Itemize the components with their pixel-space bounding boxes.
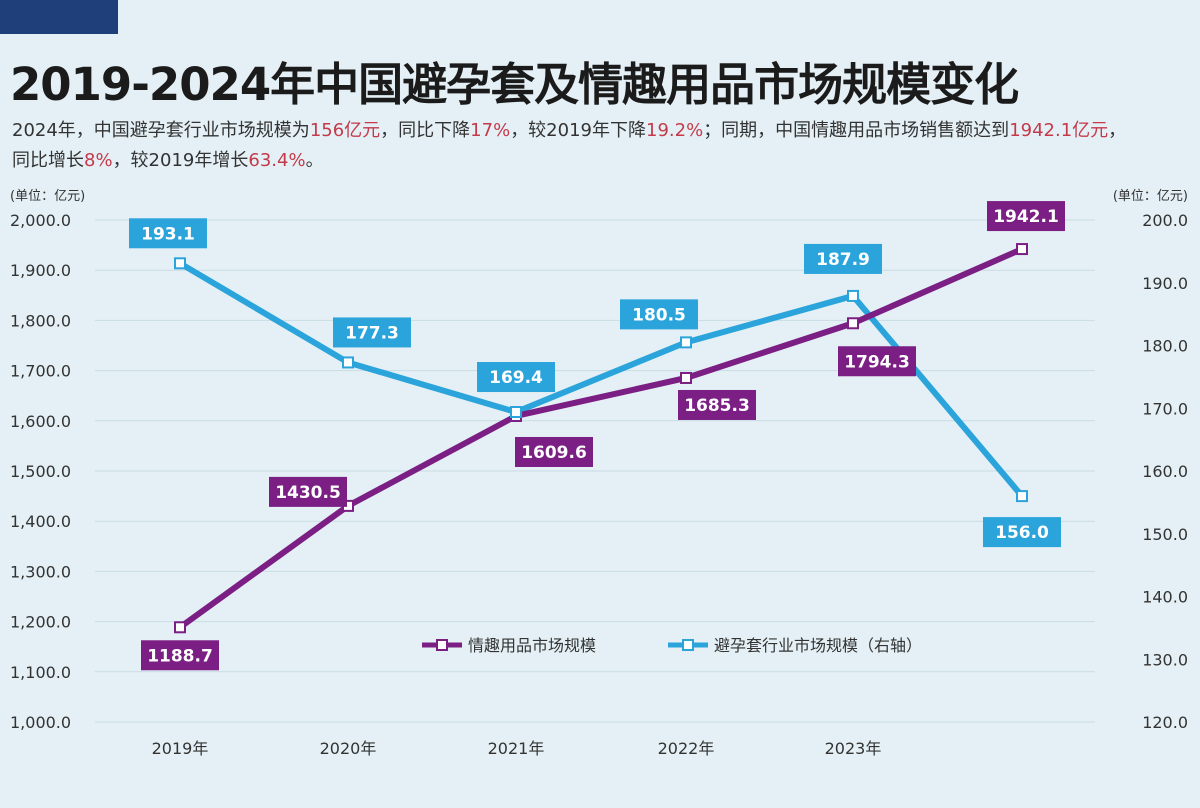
subtitle-highlight: 63.4%	[248, 150, 306, 171]
y-left-tick-label: 1,700.0	[10, 362, 71, 381]
point-adult-products	[174, 621, 186, 634]
series-line-adult-products	[178, 246, 1024, 630]
subtitle-text: 。	[305, 150, 324, 171]
point-condom	[847, 289, 859, 302]
x-tick-label: 2020年	[320, 739, 377, 758]
point-adult-products	[1016, 243, 1028, 256]
subtitle-text: ，同比增长	[12, 120, 1127, 171]
y-left-tick-label: 1,100.0	[10, 663, 71, 682]
subtitle-text: 2024年，中国避孕套行业市场规模为	[12, 120, 310, 141]
data-label-adult-products-box	[678, 389, 756, 420]
subtitle-text: ；同期，中国情趣用品市场销售额达到	[703, 120, 1010, 141]
data-label-adult-products: 1794.3	[844, 352, 910, 372]
subtitle-highlight: 17%	[470, 120, 511, 141]
data-label-condom-box	[129, 218, 207, 249]
chart-title: 2019-2024年中国避孕套及情趣用品市场规模变化	[10, 58, 1019, 111]
data-label-adult-products-box	[141, 640, 219, 671]
point-condom	[510, 406, 522, 419]
y-right-tick-label: 170.0	[1142, 399, 1188, 418]
point-condom	[342, 356, 354, 369]
subtitle-highlight: 8%	[84, 150, 113, 171]
legend-label-adult-products: 情趣用品市场规模	[468, 636, 596, 655]
y-left-tick-label: 1,500.0	[10, 462, 71, 481]
data-label-condom: 169.4	[489, 368, 543, 388]
data-label-adult-products: 1609.6	[521, 443, 587, 463]
subtitle-highlight: 19.2%	[646, 120, 704, 141]
legend-label-condom: 避孕套行业市场规模（右轴）	[714, 636, 922, 655]
legend-marker-condom	[682, 639, 694, 651]
data-label-condom: 180.5	[632, 305, 686, 325]
point-condom	[680, 336, 692, 349]
data-label-condom-box	[477, 362, 555, 393]
point-adult-products	[680, 371, 692, 384]
subtitle-text: ，同比下降	[380, 120, 471, 141]
y-right-unit: (单位：亿元)	[1113, 189, 1188, 204]
data-label-adult-products-box	[987, 201, 1065, 232]
corner-block	[0, 0, 118, 34]
y-right-tick-label: 190.0	[1142, 274, 1188, 293]
y-right-tick-label: 200.0	[1142, 211, 1188, 230]
y-left-tick-label: 1,200.0	[10, 613, 71, 632]
data-label-adult-products-box	[515, 436, 593, 467]
y-left-tick-label: 1,600.0	[10, 412, 71, 431]
subtitle-text: ，较2019年下降	[510, 120, 646, 141]
data-label-adult-products: 1942.1	[993, 207, 1059, 227]
x-tick-label: 2023年	[825, 739, 882, 758]
data-label-condom: 193.1	[141, 224, 195, 244]
data-label-condom-box	[333, 317, 411, 348]
y-left-tick-label: 1,300.0	[10, 562, 71, 581]
y-right-tick-label: 140.0	[1142, 588, 1188, 607]
point-adult-products	[847, 317, 859, 330]
y-right-tick-label: 150.0	[1142, 525, 1188, 544]
x-tick-label: 2021年	[488, 739, 545, 758]
y-right-tick-label: 120.0	[1142, 713, 1188, 732]
subtitle-text: ，较2019年增长	[112, 150, 249, 171]
point-condom	[174, 257, 186, 270]
subtitle-highlight: 1942.1亿元	[1009, 120, 1109, 141]
data-label-condom-box	[804, 243, 882, 274]
y-left-tick-label: 1,800.0	[10, 311, 71, 330]
y-left-tick-label: 1,900.0	[10, 261, 71, 280]
y-left-tick-label: 1,400.0	[10, 512, 71, 531]
data-label-adult-products-box	[269, 476, 347, 507]
data-label-condom: 156.0	[995, 523, 1049, 543]
y-right-tick-label: 130.0	[1142, 650, 1188, 669]
subtitle-highlight: 156亿元	[309, 120, 381, 141]
y-right-tick-label: 160.0	[1142, 462, 1188, 481]
x-tick-label: 2019年	[152, 739, 209, 758]
y-right-tick-label: 180.0	[1142, 337, 1188, 356]
data-label-condom: 187.9	[816, 250, 870, 270]
y-left-unit: (单位：亿元)	[10, 189, 85, 204]
y-left-tick-label: 1,000.0	[10, 713, 71, 732]
data-label-adult-products: 1430.5	[275, 483, 341, 503]
data-label-condom-box	[983, 517, 1061, 548]
legend-marker-adult-products	[436, 639, 448, 651]
y-left-tick-label: 2,000.0	[10, 211, 71, 230]
data-label-condom-box	[620, 299, 698, 330]
x-tick-label: 2022年	[658, 739, 715, 758]
data-label-adult-products: 1188.7	[147, 646, 213, 666]
chart-subtitle: 2024年，中国避孕套行业市场规模为156亿元，同比下降17%，较2019年下降…	[12, 116, 1132, 176]
data-label-adult-products: 1685.3	[684, 396, 750, 416]
series-line-condom	[178, 260, 1025, 499]
data-label-adult-products-box	[838, 346, 916, 377]
data-label-condom: 177.3	[345, 323, 399, 343]
point-condom	[1016, 490, 1028, 503]
